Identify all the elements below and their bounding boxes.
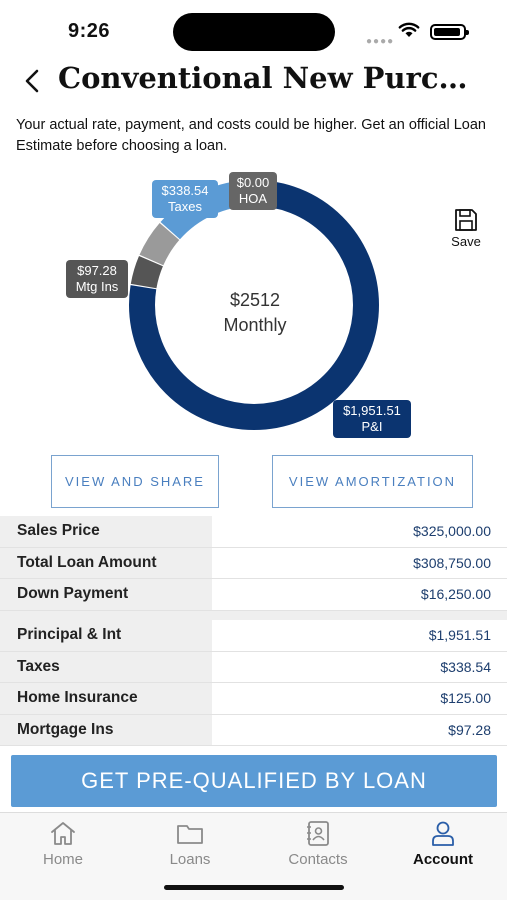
row-label: Down Payment: [0, 579, 212, 610]
view-amortization-button[interactable]: VIEW AMORTIZATION: [272, 455, 473, 508]
row-label: Home Insurance: [0, 683, 212, 714]
tab-contacts[interactable]: Contacts: [268, 819, 368, 868]
callout-pi-label: P&I: [361, 419, 383, 434]
row-value: $308,750.00: [413, 554, 491, 571]
view-and-share-button[interactable]: VIEW AND SHARE: [51, 455, 219, 508]
tab-home-label: Home: [42, 851, 83, 868]
row-value: $97.28: [448, 721, 491, 738]
table-row: Taxes $338.54: [0, 651, 507, 683]
row-label: Total Loan Amount: [0, 547, 212, 578]
callout-pi-amount: $1,951.51: [343, 403, 401, 418]
row-value: $125.00: [440, 690, 491, 707]
monthly-total: $2512: [229, 290, 281, 310]
row-label: Sales Price: [0, 516, 212, 547]
table-row: Sales Price $325,000.00: [0, 516, 507, 548]
contacts-book-icon: [307, 821, 329, 846]
table-row: Home Insurance $125.00: [0, 683, 507, 715]
payment-donut-chart: $2512 Monthly $338.54 Taxes $0.00 HOA $9…: [0, 160, 507, 450]
loan-summary-table: Sales Price $325,000.00 Total Loan Amoun…: [0, 516, 507, 611]
table-row: Down Payment $16,250.00: [0, 579, 507, 611]
callout-taxes-label: Taxes: [168, 199, 202, 214]
tab-loans-label: Loans: [169, 851, 211, 868]
callout-taxes: $338.54 Taxes: [152, 180, 218, 218]
row-label: Taxes: [0, 651, 212, 682]
save-label: Save: [451, 234, 481, 249]
disclaimer-text: Your actual rate, payment, and costs cou…: [16, 117, 486, 154]
get-pre-qualified-button[interactable]: GET PRE-QUALIFIED BY LOAN: [11, 755, 497, 807]
person-icon: [432, 821, 454, 846]
tab-account[interactable]: Account: [393, 819, 493, 868]
wifi-icon: [398, 22, 420, 37]
cellular-signal-icon: ●●●●: [366, 36, 395, 47]
status-time: 9:26: [68, 20, 111, 42]
folder-icon: [177, 825, 203, 844]
callout-mtg-ins-amount: $97.28: [77, 263, 117, 278]
home-indicator: [164, 885, 344, 890]
tab-account-label: Account: [413, 851, 473, 868]
row-value: $1,951.51: [428, 627, 491, 644]
callout-hoa: $0.00 HOA: [229, 172, 277, 210]
status-bar: 9:26 ●●●●: [0, 0, 507, 60]
row-label: Mortgage Ins: [0, 714, 212, 745]
callout-principal-interest: $1,951.51 P&I: [333, 400, 411, 438]
tab-loans[interactable]: Loans: [140, 819, 240, 868]
row-value: $338.54: [440, 658, 491, 675]
row-label: Principal & Int: [0, 620, 212, 651]
callout-mtg-ins-label: Mtg Ins: [75, 279, 119, 294]
row-value: $325,000.00: [413, 523, 491, 540]
callout-taxes-amount: $338.54: [161, 183, 209, 198]
save-button[interactable]: Save: [444, 208, 488, 254]
tab-contacts-label: Contacts: [288, 851, 348, 868]
table-row: Mortgage Ins $97.28: [0, 714, 507, 746]
home-icon: [51, 822, 75, 845]
row-value: $16,250.00: [420, 586, 491, 603]
battery-icon: [430, 24, 469, 40]
tab-home[interactable]: Home: [13, 819, 113, 868]
table-row: Total Loan Amount $308,750.00: [0, 547, 507, 579]
section-divider: [0, 611, 507, 620]
dynamic-island: [173, 13, 335, 51]
payment-breakdown-table: Principal & Int $1,951.51 Taxes $338.54 …: [0, 620, 507, 746]
table-row: Principal & Int $1,951.51: [0, 620, 507, 652]
page-title: Conventional New Purc…: [58, 61, 468, 95]
monthly-label: Monthly: [223, 315, 287, 335]
callout-mtg-ins: $97.28 Mtg Ins: [66, 260, 128, 298]
back-chevron-icon[interactable]: [18, 66, 48, 96]
callout-hoa-amount: $0.00: [236, 175, 270, 190]
callout-hoa-label: HOA: [238, 191, 268, 206]
floppy-disk-icon: [455, 209, 477, 231]
